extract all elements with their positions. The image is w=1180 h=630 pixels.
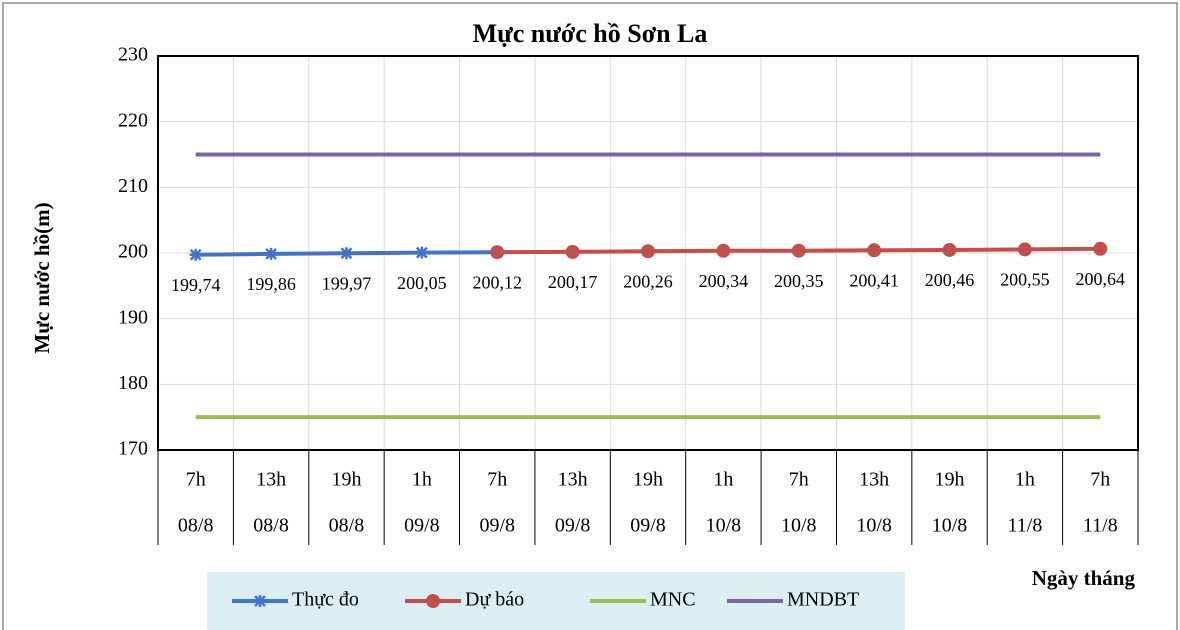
y-tick-label: 210 (118, 175, 148, 197)
x-tick-label: 19h (935, 469, 965, 491)
x-tick-label: 13h (256, 469, 286, 491)
data-label: 199,74 (171, 275, 221, 295)
x-tick-label: 13h (558, 469, 588, 491)
x-tick-label: 11/8 (1008, 515, 1043, 537)
legend-label: MNDBT (787, 589, 859, 611)
x-tick-label: 08/8 (253, 515, 289, 537)
point (265, 247, 278, 260)
x-tick-label: 09/8 (555, 515, 591, 537)
x-axis-title: Ngày tháng (1032, 566, 1136, 590)
data-label: 200,26 (623, 271, 673, 291)
point (716, 243, 731, 258)
x-tick-label: 7h (789, 469, 809, 491)
plot-border (157, 55, 1139, 451)
data-label: 200,35 (774, 271, 824, 291)
x-tick-label: 1h (1015, 469, 1035, 491)
data-label: 200,05 (397, 273, 447, 293)
x-tick-label: 09/8 (404, 515, 440, 537)
x-tick-label: 10/8 (781, 515, 817, 537)
x-tick-label: 19h (633, 469, 663, 491)
data-label: 200,34 (699, 271, 749, 291)
data-label: 199,97 (322, 273, 372, 293)
y-tick-label: 190 (118, 306, 148, 328)
point (189, 248, 202, 261)
x-tick-label: 08/8 (178, 515, 214, 537)
x-tick-label: 11/8 (1083, 515, 1118, 537)
x-tick-label: 1h (713, 469, 733, 491)
x-tick-label: 10/8 (932, 515, 968, 537)
x-tick-label: 09/8 (479, 515, 515, 537)
point (254, 595, 266, 607)
x-tick-label: 7h (1090, 469, 1110, 491)
x-tick-label: 09/8 (630, 515, 666, 537)
y-tick-label: 200 (118, 241, 148, 263)
x-tick-label: 1h (412, 469, 432, 491)
point (490, 245, 505, 260)
x-tick-label: 08/8 (329, 515, 365, 537)
point (426, 594, 440, 608)
chart-title: Mực nước hồ Sơn La (473, 19, 708, 48)
point (641, 244, 655, 259)
y-tick-label: 230 (118, 44, 148, 66)
point (867, 243, 882, 258)
y-tick-label: 180 (118, 372, 148, 394)
x-tick-label: 10/8 (856, 515, 892, 537)
y-tick-label: 170 (118, 438, 148, 460)
point (415, 246, 428, 259)
x-tick-label: 7h (487, 469, 507, 491)
y-tick-label: 220 (118, 109, 148, 131)
data-label: 200,17 (548, 272, 598, 292)
x-tick-label: 19h (331, 469, 361, 491)
data-label: 200,46 (925, 270, 975, 290)
y-axis-title: Mực nước hồ(m) (30, 202, 54, 353)
data-label: 199,86 (246, 274, 296, 294)
point (565, 244, 580, 259)
point (340, 247, 353, 260)
legend-label: Thực đo (292, 589, 359, 611)
point (1093, 241, 1108, 256)
legend-label: Dự báo (465, 589, 524, 611)
point (942, 242, 957, 257)
x-tick-label: 10/8 (706, 515, 742, 537)
point (791, 243, 806, 258)
data-label: 200,12 (472, 272, 522, 292)
data-label: 200,41 (849, 270, 899, 290)
x-tick-label: 13h (859, 469, 889, 491)
data-label: 200,55 (1000, 270, 1050, 290)
data-label: 200,64 (1076, 269, 1126, 289)
legend-label: MNC (650, 589, 696, 611)
x-tick-label: 7h (186, 469, 206, 491)
point (1017, 242, 1032, 257)
legend-box (207, 572, 905, 630)
